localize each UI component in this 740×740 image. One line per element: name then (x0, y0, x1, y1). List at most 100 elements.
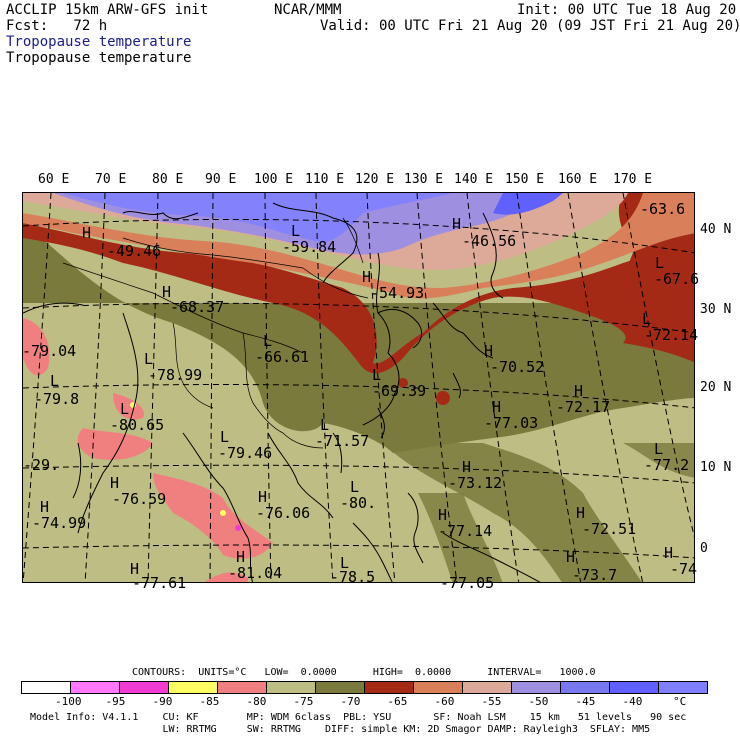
low-marker: L (340, 554, 350, 572)
map-value-label: -29. (23, 456, 60, 474)
lon-label: 150 E (505, 172, 545, 187)
map-value-label: -76.06 (256, 504, 311, 522)
model-info-line2: LW: RRTMG SW: RRTMG DIFF: simple KM: 2D … (30, 724, 651, 735)
map-value-label: -78.5 (330, 568, 376, 586)
color-bar-swatch (658, 681, 708, 694)
map-value-label: -63.6 (640, 200, 686, 218)
map-value-label: -70.52 (490, 358, 545, 376)
map-value-label: -73.7 (572, 566, 618, 584)
map-value-label: -66.61 (255, 348, 310, 366)
low-marker: L (263, 332, 273, 350)
map-value-label: -72.17 (556, 398, 611, 416)
lat-label: 20 N (700, 380, 732, 395)
lon-label: 170 E (613, 172, 653, 187)
map-panel (22, 192, 695, 583)
contour-info: CONTOURS: UNITS=°C LOW= 0.0000 HIGH= 0.0… (132, 667, 596, 678)
lon-label: 80 E (152, 172, 184, 187)
high-marker: H (452, 215, 462, 233)
color-bar-tick-label: -85 (199, 695, 220, 708)
map-value-label: -79.46 (218, 444, 273, 462)
lon-label: 110 E (305, 172, 345, 187)
map-value-label: -54.93 (370, 284, 425, 302)
color-bar-swatch (119, 681, 169, 694)
color-bar-swatch (315, 681, 365, 694)
map-value-label: -69.39 (372, 382, 427, 400)
map-value-label: -80. (340, 494, 377, 512)
color-bar-tick-label: -80 (246, 695, 267, 708)
low-marker: L (220, 428, 230, 446)
map-value-label: -72.14 (644, 326, 699, 344)
map-value-label: -59.84 (282, 238, 337, 256)
map-value-label: -67.6 (654, 270, 700, 288)
map-value-label: -74.99 (32, 514, 87, 532)
high-marker: H (82, 224, 92, 242)
lat-label: 10 N (700, 460, 732, 475)
color-bar-swatch (609, 681, 659, 694)
high-marker: H (110, 474, 120, 492)
map-value-label: -80.65 (110, 416, 165, 434)
color-bar-tick-label: -60 (434, 695, 455, 708)
map-value-label: -81.04 (228, 564, 283, 582)
lat-label: 0 (700, 541, 708, 556)
map-value-label: -74 (670, 560, 698, 578)
color-bar-tick-label: -65 (387, 695, 408, 708)
color-bar-tick-label: -45 (575, 695, 596, 708)
color-bar-tick-label: -90 (152, 695, 173, 708)
color-bar-tick-label: -75 (293, 695, 314, 708)
high-marker: H (362, 268, 372, 286)
map-value-label: -73.12 (448, 474, 503, 492)
lon-label: 130 E (404, 172, 444, 187)
lon-label: 90 E (205, 172, 237, 187)
map-value-label: -79.04 (22, 342, 77, 360)
color-bar-swatch (413, 681, 463, 694)
lat-label: 30 N (700, 302, 732, 317)
high-marker: H (130, 560, 140, 578)
color-bar-swatch (266, 681, 316, 694)
color-bar-swatch (70, 681, 120, 694)
lon-label: 120 E (355, 172, 395, 187)
field-title-1: Tropopause temperature (6, 34, 192, 50)
lon-label: 60 E (38, 172, 70, 187)
center-label: NCAR/MMM (274, 2, 342, 18)
color-bar-tick-label: °C (673, 695, 687, 708)
map-value-label: -77.14 (438, 522, 493, 540)
map-value-label: -78.99 (148, 366, 203, 384)
high-marker: H (664, 544, 674, 562)
map-value-label: -71.57 (315, 432, 370, 450)
map-value-label: -49.46 (107, 242, 162, 260)
valid-time: Valid: 00 UTC Fri 21 Aug 20 (09 JST Fri … (320, 18, 740, 34)
lon-label: 70 E (95, 172, 127, 187)
lat-label: 40 N (700, 222, 732, 237)
field-title-2: Tropopause temperature (6, 50, 192, 66)
low-marker: L (291, 222, 301, 240)
tropopause-temperature-field (23, 193, 694, 582)
low-marker: L (642, 310, 652, 328)
high-marker: H (576, 504, 586, 522)
forecast-hour: Fcst: 72 h (6, 18, 108, 34)
model-title: ACCLIP 15km ARW-GFS init (6, 2, 209, 18)
high-marker: H (40, 498, 50, 516)
lon-label: 140 E (454, 172, 494, 187)
high-marker: H (236, 548, 246, 566)
color-bar-swatch (217, 681, 267, 694)
color-bar-tick-label: -70 (340, 695, 361, 708)
model-info-line1: Model Info: V4.1.1 CU: KF MP: WDM 6class… (30, 712, 687, 723)
color-bar-swatch (462, 681, 512, 694)
map-value-label: -72.51 (582, 520, 637, 538)
high-marker: H (462, 458, 472, 476)
low-marker: L (144, 350, 154, 368)
color-bar-tick-label: -50 (528, 695, 549, 708)
high-marker: H (492, 398, 502, 416)
low-marker: L (50, 372, 60, 390)
high-marker: H (258, 488, 268, 506)
high-marker: H (162, 283, 172, 301)
map-value-label: -77.2 (644, 456, 690, 474)
high-marker: H (566, 548, 576, 566)
map-value-label: -76.59 (112, 490, 167, 508)
color-bar-swatch (21, 681, 71, 694)
low-marker: L (350, 478, 360, 496)
color-bar (21, 681, 708, 694)
low-marker: L (120, 400, 130, 418)
color-bar-swatch (560, 681, 610, 694)
init-time: Init: 00 UTC Tue 18 Aug 20 (517, 2, 737, 18)
